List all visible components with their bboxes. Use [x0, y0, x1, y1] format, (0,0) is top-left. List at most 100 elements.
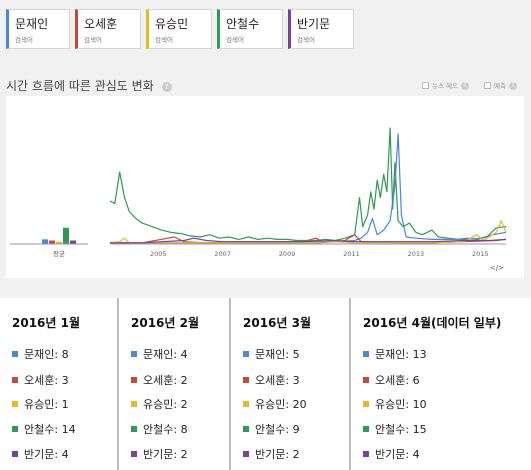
term-label: 반기문: [297, 17, 331, 31]
month-card-2: 2016년 3월 문재인: 5 오세훈: 3 유승민: 20 안철수: 9 반기…: [231, 298, 349, 470]
help-icon[interactable]: ?: [508, 82, 517, 90]
x-tick-label-2015: 2015: [472, 250, 489, 258]
series-color-swatch: [243, 377, 249, 383]
row-term: 반기문: [24, 448, 55, 461]
row-term: 문재인: [143, 348, 174, 361]
term-type-label: 검색어: [15, 36, 33, 44]
month-row-1: 오세훈: 3: [12, 372, 69, 388]
term-label: 안철수: [226, 17, 260, 31]
term-chip-4[interactable]: 반기문 검색어: [288, 9, 354, 49]
series-color-swatch: [243, 351, 249, 357]
average-bar-오세훈: [49, 240, 55, 244]
series-color-swatch: [131, 451, 137, 457]
row-value: 4: [180, 348, 188, 361]
average-bar-문재인: [42, 239, 48, 244]
series-color-swatch: [243, 451, 249, 457]
row-value: 2: [292, 448, 300, 461]
term-chip-0[interactable]: 문재인 검색어: [6, 9, 70, 49]
series-color-swatch: [12, 451, 18, 457]
row-value: 4: [61, 448, 69, 461]
card-divider: [117, 298, 119, 470]
month-row-4: 반기문: 2: [243, 446, 300, 462]
series-color-swatch: [243, 401, 249, 407]
term-chip-1[interactable]: 오세훈 검색어: [75, 9, 141, 49]
term-chip-3[interactable]: 안철수 검색어: [217, 9, 283, 49]
month-row-1: 오세훈: 2: [131, 372, 188, 388]
series-color-swatch: [363, 401, 369, 407]
term-label: 오세훈: [84, 17, 118, 31]
term-type-label: 검색어: [226, 36, 244, 44]
term-type-label: 검색어: [297, 36, 315, 44]
row-value: 8: [180, 423, 188, 436]
row-term: 문재인: [24, 348, 55, 361]
month-row-3: 안철수: 8: [131, 421, 188, 437]
row-value: 2: [180, 374, 188, 387]
term-label: 유승민: [155, 17, 189, 31]
month-row-3: 안철수: 14: [12, 421, 76, 437]
section-title: 시간 흐름에 따른 관심도 변화?: [6, 77, 172, 94]
row-value: 14: [61, 423, 76, 436]
forecast-toggle[interactable]: 예측?: [484, 80, 517, 90]
average-bar-반기문: [70, 240, 76, 244]
row-term: 오세훈: [143, 374, 174, 387]
card-divider: [229, 298, 231, 470]
x-tick-label-2007: 2007: [214, 250, 231, 258]
series-color-swatch: [243, 426, 249, 432]
embed-icon[interactable]: </>: [489, 264, 504, 272]
row-value: 1: [61, 398, 69, 411]
month-row-1: 오세훈: 3: [243, 372, 300, 388]
help-icon[interactable]: ?: [161, 82, 172, 92]
term-type-label: 검색어: [84, 36, 102, 44]
month-title: 2016년 2월: [131, 316, 200, 330]
row-term: 오세훈: [255, 374, 286, 387]
series-color-swatch: [363, 451, 369, 457]
row-term: 오세훈: [24, 374, 55, 387]
row-term: 안철수: [24, 423, 55, 436]
series-color-swatch: [131, 401, 137, 407]
interest-over-time-chart: 평균 2005 2007 2009 2011 2013 2015 </>: [6, 96, 524, 278]
news-headlines-toggle[interactable]: 뉴스 헤드?: [422, 80, 469, 90]
month-row-3: 안철수: 15: [363, 421, 427, 437]
series-color-swatch: [131, 426, 137, 432]
row-value: 10: [412, 398, 427, 411]
month-title: 2016년 4월(데이터 일부): [363, 316, 502, 330]
checkbox-icon: [422, 82, 429, 89]
row-term: 문재인: [375, 348, 406, 361]
series-line-반기문: [110, 237, 507, 244]
month-card-1: 2016년 2월 문재인: 4 오세훈: 2 유승민: 2 안철수: 8 반기문…: [119, 298, 229, 470]
checkbox-icon: [484, 82, 491, 89]
row-value: 4: [412, 448, 420, 461]
row-value: 5: [292, 348, 300, 361]
term-chip-2[interactable]: 유승민 검색어: [146, 9, 212, 49]
series-color-swatch: [363, 426, 369, 432]
monthly-summary: 2016년 1월 문재인: 8 오세훈: 3 유승민: 1 안철수: 14 반기…: [0, 298, 531, 470]
row-term: 유승민: [143, 398, 174, 411]
month-row-2: 유승민: 10: [363, 396, 427, 412]
month-row-0: 문재인: 8: [12, 346, 69, 362]
month-card-3: 2016년 4월(데이터 일부) 문재인: 13 오세훈: 6 유승민: 10 …: [351, 298, 531, 470]
average-tick-label: 평균: [53, 249, 65, 258]
month-title: 2016년 3월: [243, 316, 312, 330]
row-term: 오세훈: [375, 374, 406, 387]
row-value: 3: [61, 374, 69, 387]
row-term: 반기문: [255, 448, 286, 461]
series-color-swatch: [12, 401, 18, 407]
month-row-4: 반기문: 4: [12, 446, 69, 462]
month-card-0: 2016년 1월 문재인: 8 오세훈: 3 유승민: 1 안철수: 14 반기…: [0, 298, 117, 470]
x-tick-label-2009: 2009: [279, 250, 296, 258]
row-term: 안철수: [375, 423, 406, 436]
term-type-label: 검색어: [155, 36, 173, 44]
card-divider: [349, 298, 351, 470]
row-value: 9: [292, 423, 300, 436]
help-icon[interactable]: ?: [461, 82, 469, 90]
month-row-4: 반기문: 2: [131, 446, 188, 462]
row-term: 안철수: [143, 423, 174, 436]
row-term: 안철수: [255, 423, 286, 436]
chart-svg: 평균 2005 2007 2009 2011 2013 2015: [10, 127, 507, 258]
row-value: 8: [61, 348, 69, 361]
forecast-label: 예측: [494, 82, 506, 90]
row-value: 2: [180, 398, 188, 411]
month-row-0: 문재인: 4: [131, 346, 188, 362]
month-row-0: 문재인: 5: [243, 346, 300, 362]
average-bar-안철수: [63, 227, 69, 244]
